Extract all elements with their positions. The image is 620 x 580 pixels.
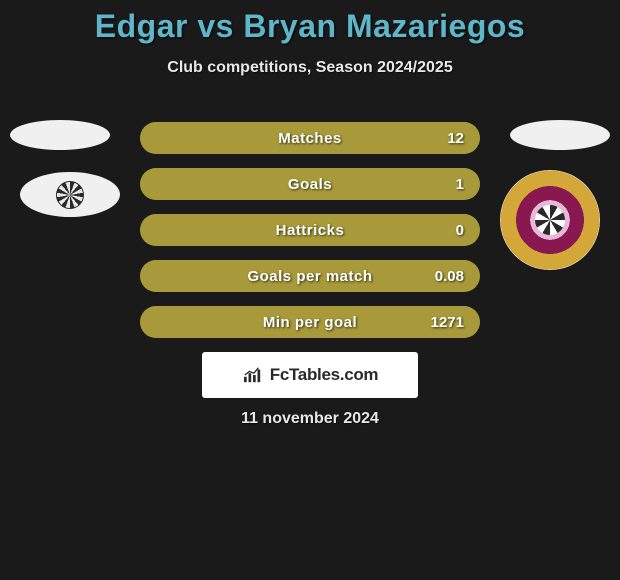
club-crest-icon — [56, 181, 84, 209]
stat-value: 0 — [456, 214, 464, 246]
club-crest-icon — [535, 205, 565, 235]
stat-row-goals-per-match: Goals per match 0.08 — [140, 260, 480, 292]
player1-club-badge — [20, 172, 120, 217]
title: Edgar vs Bryan Mazariegos — [0, 0, 620, 45]
stat-value: 0.08 — [435, 260, 464, 292]
player1-name: Edgar — [95, 8, 188, 44]
player1-photo — [10, 120, 110, 150]
stat-value: 1271 — [431, 306, 464, 338]
branding-badge: FcTables.com — [202, 352, 418, 398]
player2-photo — [510, 120, 610, 150]
stat-label: Goals per match — [140, 260, 480, 292]
branding-text: FcTables.com — [270, 365, 379, 385]
stat-value: 1 — [456, 168, 464, 200]
stat-row-min-per-goal: Min per goal 1271 — [140, 306, 480, 338]
stat-label: Matches — [140, 122, 480, 154]
stat-label: Min per goal — [140, 306, 480, 338]
stat-label: Goals — [140, 168, 480, 200]
stat-value: 12 — [447, 122, 464, 154]
stat-label: Hattricks — [140, 214, 480, 246]
stat-row-goals: Goals 1 — [140, 168, 480, 200]
vs-text: vs — [197, 8, 234, 44]
bar-chart-icon — [242, 366, 264, 384]
player2-club-badge — [500, 170, 600, 270]
comparison-infographic: Edgar vs Bryan Mazariegos Club competiti… — [0, 0, 620, 580]
player2-name: Bryan Mazariegos — [243, 8, 525, 44]
subtitle: Club competitions, Season 2024/2025 — [0, 59, 620, 77]
stat-bars: Matches 12 Goals 1 Hattricks 0 Goals per… — [140, 122, 480, 352]
stat-row-hattricks: Hattricks 0 — [140, 214, 480, 246]
date-text: 11 november 2024 — [0, 410, 620, 428]
stat-row-matches: Matches 12 — [140, 122, 480, 154]
